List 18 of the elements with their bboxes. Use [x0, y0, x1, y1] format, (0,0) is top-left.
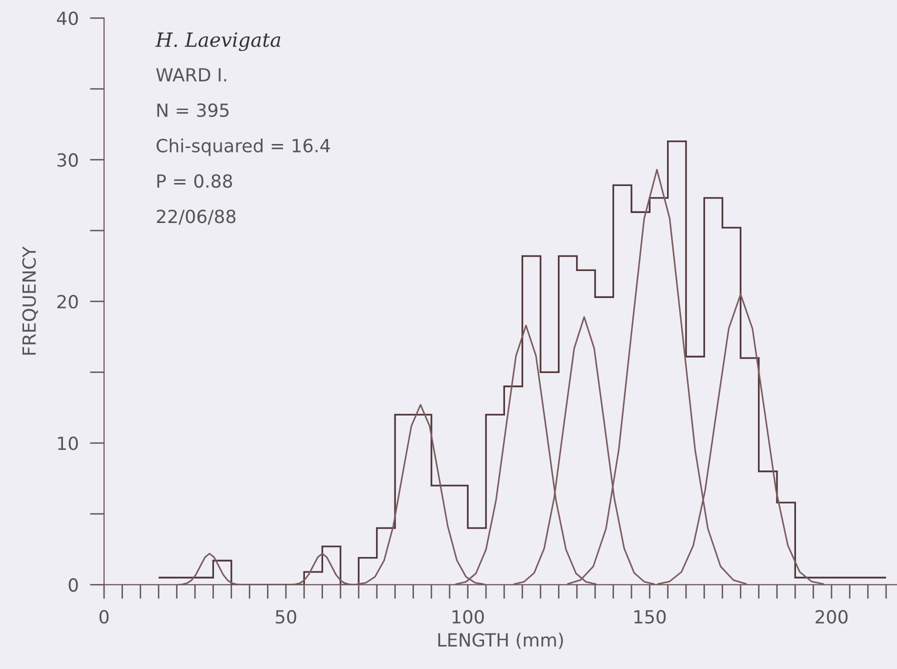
- x-tick-label: 50: [276, 610, 296, 624]
- x-tick-label: 200: [816, 610, 848, 624]
- y-tick-label: 10: [58, 436, 78, 450]
- annotation: Chi-squared = 16.4: [156, 138, 330, 156]
- x-tick-label: 0: [100, 610, 109, 624]
- x-tick-label: 100: [452, 610, 484, 624]
- x-tick-label: 150: [634, 610, 666, 624]
- annotation: WARD I.: [156, 68, 226, 82]
- x-axis-title: LENGTH (mm): [438, 632, 563, 649]
- annotation: N = 395: [157, 103, 229, 118]
- y-tick-label: 20: [57, 294, 78, 308]
- annotation: 22/06/88: [156, 210, 236, 225]
- y-tick-label: 40: [56, 12, 78, 26]
- y-axis-title: FREQUENCY: [22, 246, 38, 355]
- annotation: H. Laevigata: [155, 32, 280, 52]
- annotation: P = 0.88: [157, 174, 232, 188]
- y-tick-label: 0: [68, 578, 78, 592]
- y-tick-label: 30: [57, 153, 78, 167]
